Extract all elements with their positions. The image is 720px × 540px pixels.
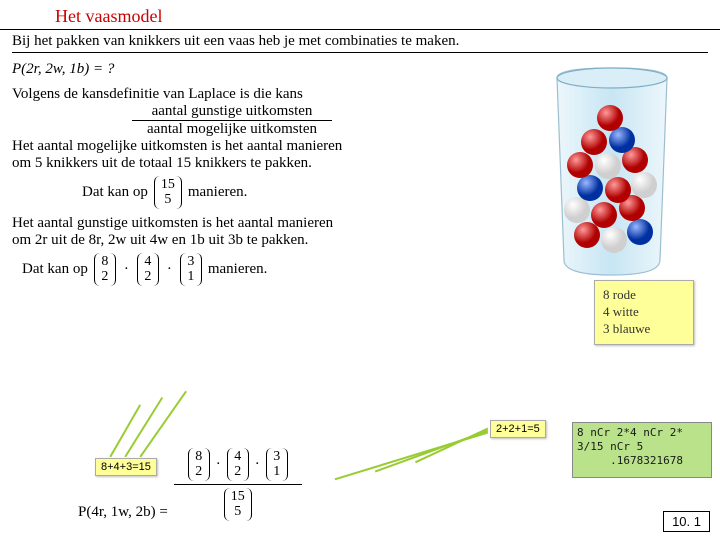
page-number: 10. 1	[663, 511, 710, 532]
calculator-screenshot: 8 nCr 2*4 nCr 2* 3/15 nCr 5 .1678321678	[572, 422, 712, 478]
vase-illustration	[522, 60, 702, 280]
binom-8-2: 82	[94, 253, 116, 286]
laplace-fraction: aantal gunstige uitkomsten aantal mogeli…	[132, 103, 332, 138]
possible-outcomes-text: Het aantal mogelijke uitkomsten is het a…	[12, 138, 422, 172]
probability-formula: P(4r, 1w, 2b) = 82 · 42 · 31 155	[78, 448, 302, 521]
note-sum-5: 2+2+1=5	[490, 420, 546, 438]
intro-text: Bij het pakken van knikkers uit een vaas…	[12, 33, 708, 53]
binom-15-5: 155	[154, 176, 182, 209]
connector-line	[335, 432, 488, 480]
page-title: Het vaasmodel	[0, 0, 720, 30]
vase-legend-note: 8 rode 4 witte 3 blauwe	[594, 280, 694, 345]
binom-3-1: 31	[180, 253, 202, 286]
favorable-outcomes-text: Het aantal gunstige uitkomsten is het aa…	[12, 215, 422, 249]
binom-4-2: 42	[137, 253, 159, 286]
